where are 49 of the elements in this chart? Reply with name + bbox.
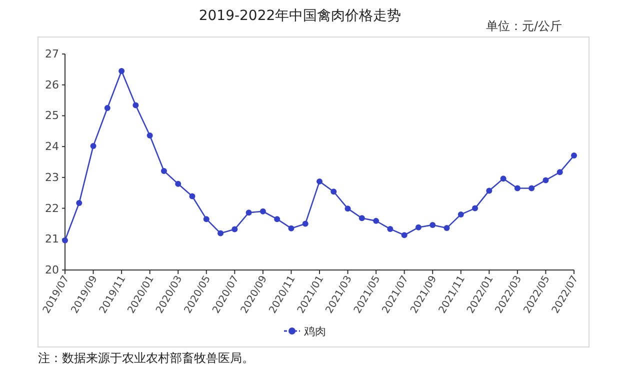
- title: 2019-2022年中国禽肉价格走势: [198, 8, 402, 24]
- point: [500, 176, 506, 182]
- y-tick-label: 22: [45, 202, 59, 215]
- point: [260, 208, 266, 214]
- point: [175, 180, 182, 187]
- y-tick-label: 25: [45, 109, 59, 122]
- point: [218, 230, 224, 236]
- point: [556, 169, 563, 176]
- point: [514, 185, 520, 192]
- y-tick-label: 21: [45, 232, 59, 246]
- point: [430, 222, 436, 228]
- y-tick-label: 24: [45, 140, 59, 154]
- point: [232, 226, 238, 232]
- point: [444, 225, 450, 232]
- point: [62, 237, 68, 244]
- point: [160, 168, 167, 174]
- point: [246, 210, 252, 216]
- point: [486, 188, 492, 194]
- y-tick-label: 27: [45, 48, 59, 60]
- point: [316, 178, 322, 184]
- point: [387, 226, 394, 232]
- y-tick-label: 20: [45, 264, 59, 276]
- point: [542, 177, 549, 184]
- point: [189, 193, 196, 200]
- point: [146, 132, 153, 138]
- point: [288, 225, 294, 232]
- point: [358, 215, 365, 222]
- point: [401, 232, 408, 238]
- y-tick-label: 23: [45, 170, 59, 184]
- point: [472, 205, 478, 212]
- point: [373, 218, 380, 224]
- point: [528, 185, 535, 192]
- text: 单位：元/公斤: [486, 19, 562, 33]
- point: [76, 200, 82, 206]
- point: [571, 152, 577, 159]
- point: [415, 224, 422, 230]
- point: [330, 188, 337, 195]
- point: [344, 206, 351, 212]
- text: 注：数据来源于农业农村部畜牧兽医局。: [38, 351, 254, 365]
- point: [302, 220, 308, 227]
- y-tick-label: 26: [45, 78, 59, 92]
- point: [458, 211, 464, 218]
- point: [203, 216, 210, 222]
- legend-label: 鸡肉: [303, 325, 326, 338]
- point: [118, 68, 125, 74]
- point: [90, 142, 96, 149]
- point: [132, 102, 139, 108]
- point: [104, 105, 110, 111]
- point: [274, 216, 280, 222]
